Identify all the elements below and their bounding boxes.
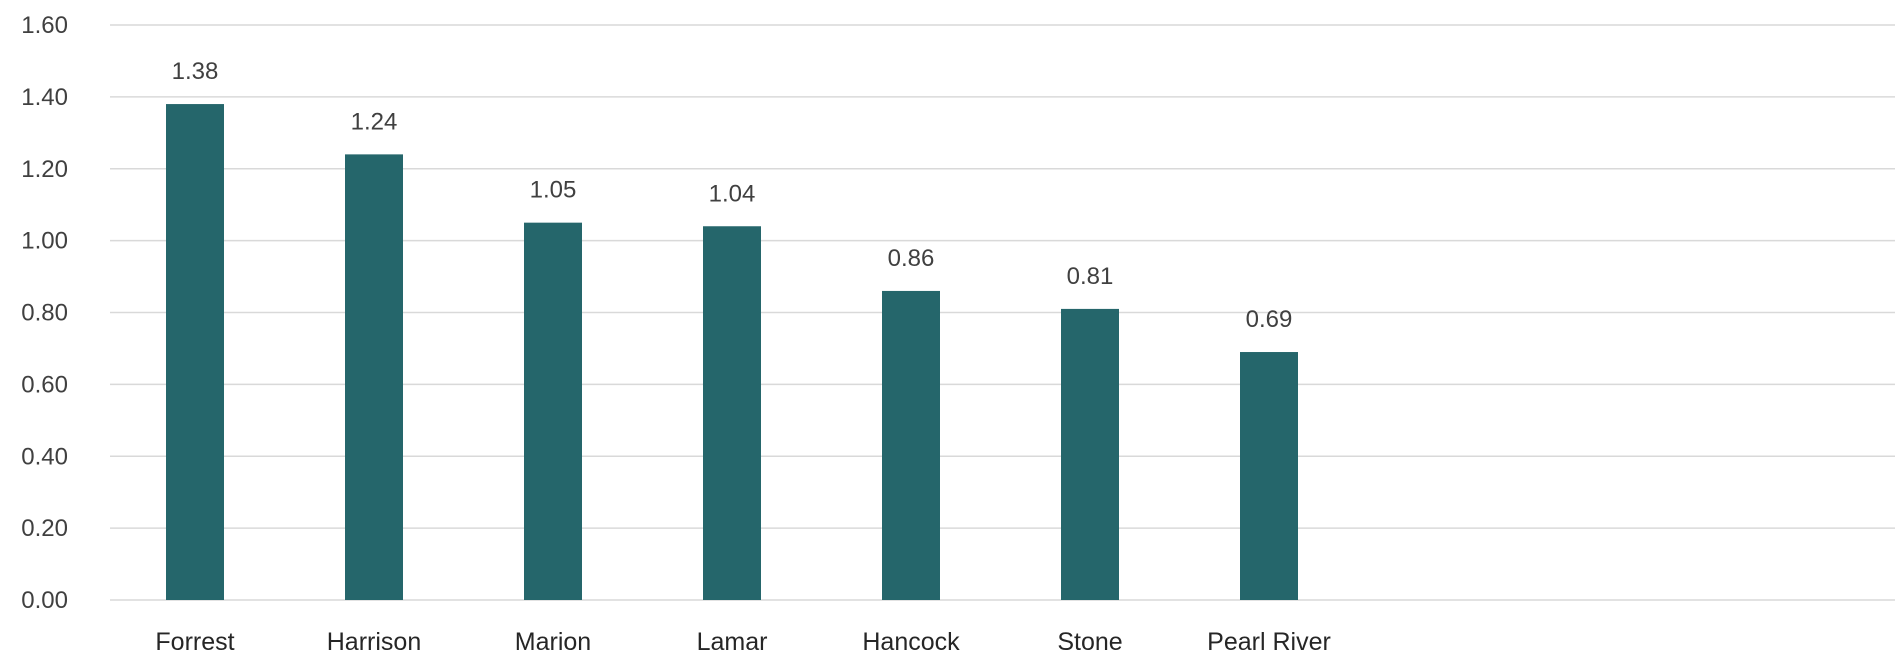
y-tick-label: 1.40 <box>21 84 68 111</box>
x-category-label: Stone <box>1057 628 1122 655</box>
data-label: 0.69 <box>1246 306 1293 333</box>
y-tick-label: 0.80 <box>21 300 68 327</box>
y-axis-tick-labels: 0.00 0.20 0.40 0.60 0.80 1.00 1.20 1.40 1.60 <box>21 12 68 614</box>
y-tick-label: 1.00 <box>21 228 68 255</box>
category-labels: Forrest Harrison Marion Lamar Hancock Stone Pe… <box>155 628 1330 655</box>
x-category-label: Hancock <box>862 628 960 655</box>
bar <box>345 154 403 600</box>
data-label: 0.81 <box>1067 263 1114 290</box>
data-label: 1.38 <box>172 58 219 85</box>
x-category-label: Marion <box>515 628 591 655</box>
y-tick-label: 0.40 <box>21 443 68 470</box>
bar <box>703 226 761 600</box>
y-tick-label: 0.00 <box>21 587 68 614</box>
gridlines <box>110 24 1895 601</box>
data-label: 1.24 <box>351 108 398 135</box>
y-tick-label: 0.60 <box>21 371 68 398</box>
x-category-label: Lamar <box>697 628 768 655</box>
y-tick-label: 1.20 <box>21 156 68 183</box>
x-category-label: Forrest <box>155 628 234 655</box>
bar <box>882 290 940 600</box>
bar <box>524 222 582 600</box>
bar <box>1240 352 1298 600</box>
x-category-label: Pearl River <box>1207 628 1331 655</box>
x-category-label: Harrison <box>327 628 421 655</box>
y-tick-label: 1.60 <box>21 12 68 39</box>
y-tick-label: 0.20 <box>21 515 68 542</box>
bar <box>166 104 224 600</box>
data-label: 1.04 <box>709 180 756 207</box>
data-label: 0.86 <box>888 245 935 272</box>
bars <box>166 104 1298 600</box>
data-labels: 1.38 1.24 1.05 1.04 0.86 0.81 0.69 <box>172 58 1293 333</box>
data-label: 1.05 <box>530 177 577 204</box>
bar <box>1061 308 1119 600</box>
